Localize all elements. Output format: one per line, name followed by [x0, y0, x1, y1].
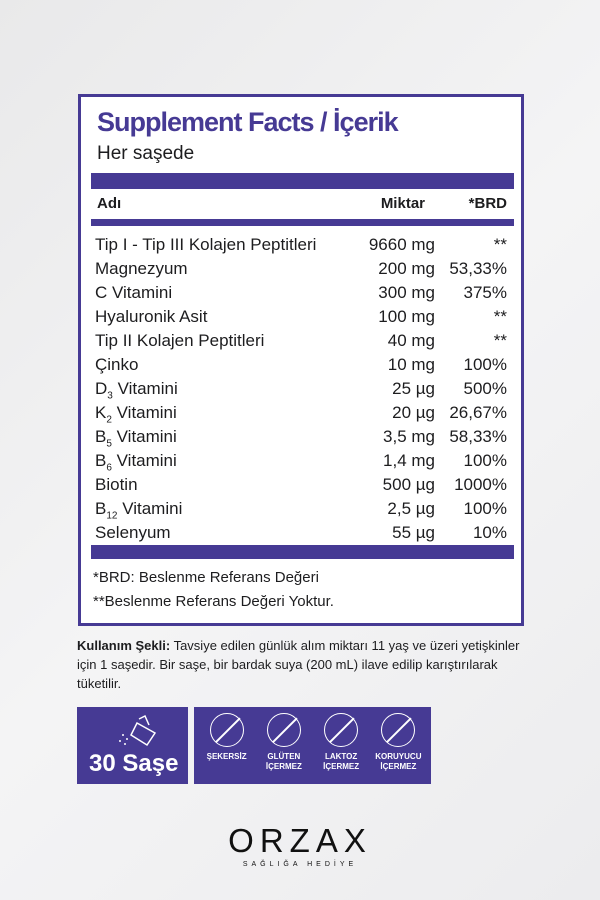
header-name: Adı	[97, 195, 122, 212]
nutrient-name: Tip I - Tip III Kolajen Peptitleri	[95, 235, 317, 254]
badge-item: KORUYUCU İÇERMEZ	[371, 711, 425, 780]
footnote-no-brd: **Beslenme Referans Değeri Yoktur.	[93, 593, 334, 610]
nutrient-name: Çinko	[95, 355, 139, 374]
table-row: Hyaluronik Asit 100 mg **	[95, 305, 507, 329]
usage-text: Tavsiye edilen günlük alım miktarı 11 ya…	[77, 638, 520, 691]
facts-table: Tip I - Tip III Kolajen Peptitleri 9660 m…	[95, 233, 507, 545]
badge-line2: İÇERMEZ	[380, 762, 417, 771]
badge-item: LAKTOZ İÇERMEZ	[314, 711, 368, 780]
nutrient-brd: 10%	[472, 523, 507, 542]
footnote-brd: *BRD: Beslenme Referans Değeri	[93, 569, 319, 586]
free-from-badges: ŞEKERSİZ GLÜTEN İÇERMEZ LAKTOZ İÇERMEZ KORUYU…	[194, 707, 431, 784]
badge-line1: ŞEKERSİZ	[206, 752, 247, 761]
supplement-facts-panel: Supplement Facts / İçerik Her saşede Adı…	[78, 94, 524, 626]
nutrient-brd: 500%	[463, 379, 507, 398]
nutrient-amount: 20 µg	[392, 403, 435, 422]
badge-line1: KORUYUCU	[375, 752, 422, 761]
table-row: C Vitamini 300 mg 375%	[95, 281, 507, 305]
nutrient-brd: **	[493, 235, 507, 254]
nutrient-amount: 10 mg	[387, 355, 435, 374]
badge-line2: İÇERMEZ	[265, 762, 302, 771]
nutrient-brd: 100%	[463, 499, 507, 518]
nutrient-amount: 25 µg	[392, 379, 435, 398]
nutrient-amount: 55 µg	[392, 523, 435, 542]
wheat-icon	[266, 713, 301, 747]
sachet-count: 30 Saşe	[89, 750, 179, 777]
nutrient-name: K2 Vitamini	[95, 403, 177, 426]
nutrient-amount: 2,5 µg	[387, 499, 435, 518]
nutrient-amount: 9660 mg	[368, 235, 435, 254]
nutrient-amount: 300 mg	[378, 283, 435, 302]
table-row: Magnezyum 200 mg 53,33%	[95, 257, 507, 281]
table-row: Selenyum 55 µg 10%	[95, 521, 507, 545]
nutrient-name: Magnezyum	[95, 259, 188, 278]
nutrient-name: B6 Vitamini	[95, 451, 177, 474]
nutrient-name: Biotin	[95, 475, 138, 494]
table-row: Çinko 10 mg 100%	[95, 353, 507, 377]
table-row: B12 Vitamini 2,5 µg 100%	[95, 497, 507, 521]
nutrient-amount: 100 mg	[378, 307, 435, 326]
divider	[91, 219, 514, 226]
nutrient-brd: 100%	[463, 355, 507, 374]
facts-title: Supplement Facts / İçerik	[97, 107, 399, 137]
nutrient-name: Hyaluronik Asit	[95, 307, 208, 326]
nutrient-amount: 40 mg	[387, 331, 435, 350]
nutrient-brd: 58,33%	[449, 427, 507, 446]
table-row: Biotin 500 µg 1000%	[95, 473, 507, 497]
header-brd: *BRD	[468, 195, 507, 212]
badge-line2: İÇERMEZ	[323, 762, 360, 771]
brand-tagline: SAĞLIĞA HEDİYE	[242, 861, 358, 868]
sachet-count-badge: 30 Saşe	[77, 707, 188, 784]
nutrient-name: Tip II Kolajen Peptitleri	[95, 331, 265, 350]
sugar-cubes-icon	[209, 713, 244, 747]
flask-icon	[381, 713, 416, 747]
table-row: K2 Vitamini 20 µg 26,67%	[95, 401, 507, 425]
facts-subtitle: Her saşede	[97, 143, 195, 164]
table-row: Tip II Kolajen Peptitleri 40 mg **	[95, 329, 507, 353]
nutrient-name: D3 Vitamini	[95, 379, 178, 402]
badge-line1: GLÜTEN	[267, 752, 301, 761]
milk-bottle-icon	[324, 713, 359, 747]
nutrient-brd: 53,33%	[449, 259, 507, 278]
nutrient-brd: 26,67%	[449, 403, 507, 422]
nutrient-amount: 500 µg	[382, 475, 435, 494]
brand-name: ORZAX	[228, 822, 372, 859]
divider	[91, 173, 514, 189]
divider	[91, 545, 514, 559]
nutrient-brd: **	[493, 331, 507, 350]
nutrient-brd: 100%	[463, 451, 507, 470]
brand-logo: ORZAX SAĞLIĞA HEDİYE	[0, 822, 600, 868]
nutrient-brd: 375%	[463, 283, 507, 302]
usage-instructions: Kullanım Şekli: Tavsiye edilen günlük al…	[77, 636, 527, 693]
badge-item: ŞEKERSİZ	[200, 711, 254, 780]
usage-label: Kullanım Şekli:	[77, 638, 171, 653]
nutrient-brd: 1000%	[454, 475, 507, 494]
table-row: B5 Vitamini 3,5 mg 58,33%	[95, 425, 507, 449]
nutrient-name: B12 Vitamini	[95, 499, 183, 522]
nutrient-amount: 3,5 mg	[383, 427, 435, 446]
nutrient-amount: 1,4 mg	[383, 451, 435, 470]
nutrient-name: B5 Vitamini	[95, 427, 177, 450]
table-row: B6 Vitamini 1,4 mg 100%	[95, 449, 507, 473]
nutrient-name: C Vitamini	[95, 283, 173, 302]
table-row: D3 Vitamini 25 µg 500%	[95, 377, 507, 401]
nutrient-brd: **	[493, 307, 507, 326]
badge-line1: LAKTOZ	[324, 752, 358, 761]
badge-item: GLÜTEN İÇERMEZ	[257, 711, 311, 780]
nutrient-amount: 200 mg	[378, 259, 435, 278]
sachet-icon	[119, 714, 157, 747]
header-amount: Miktar	[380, 195, 425, 212]
nutrient-name: Selenyum	[95, 523, 171, 542]
table-row: Tip I - Tip III Kolajen Peptitleri 9660 m…	[95, 233, 507, 257]
